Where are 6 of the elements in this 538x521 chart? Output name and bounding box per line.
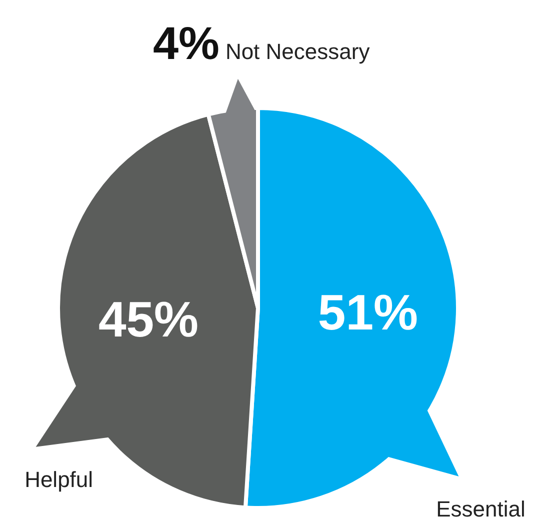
slice-label: Not Necessary [225,38,370,64]
data-label: 51% [318,284,418,340]
data-label: 4% [152,16,220,69]
slice-label: Essential [436,496,526,521]
slice-label: Helpful [24,466,94,492]
data-label: 45% [98,291,199,348]
